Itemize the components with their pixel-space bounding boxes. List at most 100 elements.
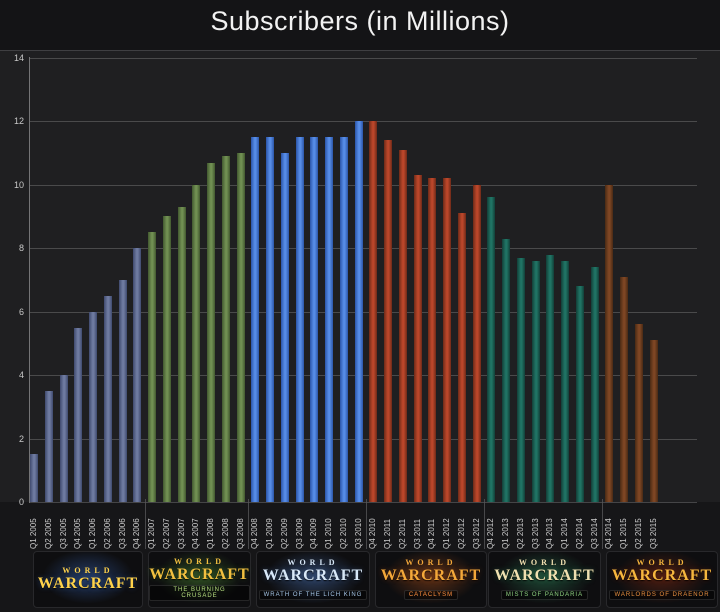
bar-q2-2014 — [575, 286, 584, 502]
y-tick-label-10: 10 — [13, 179, 24, 190]
y-tick-label-6: 6 — [18, 306, 24, 317]
logo-subtitle-text: CATACLYSM — [403, 590, 459, 600]
bar-q1-2012 — [443, 178, 452, 502]
bar-q4-2005 — [74, 327, 83, 502]
x-tick-label-q3-2014: Q3 2014 — [589, 518, 599, 549]
bar-q4-2010 — [369, 121, 378, 502]
bar-q3-2010 — [354, 121, 363, 502]
logo-warcraft-text: WARCRAFT — [611, 567, 713, 584]
bar-q1-2014 — [561, 260, 570, 502]
bar-q2-2006 — [103, 295, 112, 502]
gridline-0 — [30, 502, 697, 503]
bar-q4-2006 — [133, 248, 142, 502]
logo-warcraft-text: WARCRAFT — [494, 567, 595, 584]
bar-q3-2006 — [118, 279, 127, 502]
x-tick-label-q4-2009: Q4 2009 — [309, 518, 319, 549]
x-tick-label-q2-2006: Q2 2006 — [102, 518, 112, 549]
x-tick-label-q3-2005: Q3 2005 — [58, 518, 68, 549]
gridline-4 — [30, 375, 697, 377]
x-tick-label-q3-2010: Q3 2010 — [353, 518, 363, 549]
y-tick-label-2: 2 — [18, 433, 24, 444]
x-tick-label-q1-2015: Q1 2015 — [619, 518, 629, 549]
logo-subtitle-text: MISTS OF PANDARIA — [500, 590, 589, 600]
bar-q1-2008 — [207, 162, 216, 502]
x-tick-label-q1-2010: Q1 2010 — [324, 518, 334, 549]
expansion-separator — [602, 499, 604, 549]
logo-panel-burning-crusade: WORLD WARCRAFT THE BURNING CRUSADE — [148, 551, 251, 608]
logo-warcraft-text: WARCRAFT — [149, 566, 250, 583]
gridline-14 — [30, 57, 697, 59]
gridline-12 — [30, 121, 697, 123]
x-tick-label-q1-2011: Q1 2011 — [383, 518, 393, 549]
x-tick-label-q3-2012: Q3 2012 — [471, 518, 481, 549]
bar-q1-2009 — [266, 137, 275, 502]
y-tick-label-8: 8 — [18, 243, 24, 254]
bar-q3-2012 — [472, 184, 481, 502]
bar-q2-2013 — [516, 257, 525, 502]
y-tick-label-12: 12 — [13, 116, 24, 127]
y-axis-line — [29, 57, 30, 503]
logo-panel-mists-of-pandaria: WORLD WARCRAFT MISTS OF PANDARIA — [488, 551, 601, 608]
logo-warcraft-text: WARCRAFT — [262, 567, 364, 584]
logo-world-text: WORLD — [287, 558, 339, 567]
bar-q2-2005 — [44, 390, 53, 502]
x-tick-label-q2-2010: Q2 2010 — [338, 518, 348, 549]
bar-q4-2012 — [487, 197, 496, 502]
x-tick-label-q1-2012: Q1 2012 — [442, 518, 452, 549]
bar-q1-2007 — [148, 232, 157, 502]
bar-q4-2011 — [428, 178, 437, 502]
logo-warcraft-text: WARCRAFT — [380, 567, 482, 584]
plot-area — [30, 51, 697, 503]
x-tick-label-q4-2011: Q4 2011 — [427, 518, 437, 549]
logo-warcraft-text: WARCRAFT — [37, 575, 139, 592]
x-tick-label-q2-2005: Q2 2005 — [43, 518, 53, 549]
bar-q4-2014 — [605, 184, 614, 502]
logo-world-text: WORLD — [62, 566, 114, 575]
y-tick-label-14: 14 — [13, 52, 24, 63]
classic-logo: WORLD WARCRAFT — [38, 567, 138, 592]
warlords-of-draenor-logo: WORLD WARCRAFT WARLORDS OF DRAENOR — [609, 559, 715, 600]
x-tick-label-q3-2006: Q3 2006 — [117, 518, 127, 549]
bar-q2-2012 — [457, 213, 466, 502]
x-tick-label-q4-2006: Q4 2006 — [132, 518, 142, 549]
logo-panel-cataclysm: WORLD WARCRAFT CATACLYSM — [375, 551, 487, 608]
x-tick-label-q3-2009: Q3 2009 — [294, 518, 304, 549]
bar-q3-2015 — [649, 340, 658, 502]
bar-q3-2005 — [59, 375, 68, 502]
logo-panel-wrath-of-the-lich-king: WORLD WARCRAFT WRATH OF THE LICH KING — [256, 551, 370, 608]
bar-q3-2011 — [413, 175, 422, 502]
bar-q1-2015 — [620, 276, 629, 502]
expansion-separator — [144, 499, 146, 549]
x-tick-label-q1-2005: Q1 2005 — [29, 518, 39, 549]
y-tick-label-0: 0 — [18, 497, 24, 507]
x-tick-label-q2-2014: Q2 2014 — [574, 518, 584, 549]
x-tick-label-q2-2007: Q2 2007 — [161, 518, 171, 549]
gridline-8 — [30, 248, 697, 250]
bar-q3-2013 — [531, 260, 540, 502]
bar-q3-2014 — [590, 267, 599, 502]
x-tick-label-q4-2008: Q4 2008 — [250, 518, 260, 549]
x-tick-label-q1-2006: Q1 2006 — [88, 518, 98, 549]
x-tick-label-q4-2010: Q4 2010 — [368, 518, 378, 549]
burning-crusade-logo: WORLD WARCRAFT THE BURNING CRUSADE — [149, 558, 250, 601]
bar-q3-2008 — [236, 153, 245, 502]
bar-q2-2015 — [634, 324, 643, 502]
x-tick-label-q2-2013: Q2 2013 — [515, 518, 525, 549]
x-tick-label-q3-2015: Q3 2015 — [648, 518, 658, 549]
bar-q2-2010 — [339, 137, 348, 502]
bar-q1-2013 — [502, 238, 511, 502]
bar-q1-2006 — [89, 311, 98, 502]
logo-subtitle-text: WRATH OF THE LICH KING — [258, 590, 368, 600]
bar-q4-2008 — [251, 137, 260, 502]
bar-q2-2011 — [398, 149, 407, 502]
bar-q2-2007 — [162, 216, 171, 502]
logo-panel-classic: WORLD WARCRAFT — [33, 551, 143, 608]
x-tick-label-q3-2008: Q3 2008 — [235, 518, 245, 549]
x-tick-label-q4-2014: Q4 2014 — [604, 518, 614, 549]
bar-q4-2009 — [310, 137, 319, 502]
x-tick-label-q1-2009: Q1 2009 — [265, 518, 275, 549]
bar-q4-2007 — [192, 184, 201, 502]
x-tick-label-q2-2011: Q2 2011 — [397, 518, 407, 549]
x-tick-label-q2-2012: Q2 2012 — [456, 518, 466, 549]
